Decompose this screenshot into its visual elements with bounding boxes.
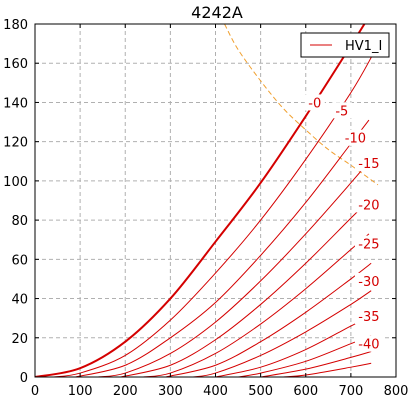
curve-label--30: -30 — [358, 275, 379, 290]
x-tick-label-600: 600 — [293, 384, 318, 399]
chart-title: 4242A — [191, 3, 243, 22]
curve-label-bg — [341, 129, 370, 146]
y-tick-label-0: 0 — [20, 371, 28, 386]
y-tick-label-60: 60 — [11, 253, 28, 268]
y-tick-label-180: 180 — [3, 18, 28, 33]
y-axis-ticks: 0 20 40 60 80 100 120 140 160 180 — [3, 18, 396, 386]
curve--35 — [192, 290, 372, 377]
x-tick-label-200: 200 — [113, 384, 138, 399]
curve--20 — [120, 200, 370, 377]
x-tick-label-500: 500 — [248, 384, 273, 399]
x-tick-label-800: 800 — [384, 384, 409, 399]
curve-label--20: -20 — [358, 198, 379, 213]
legend-entry: HV1_I — [345, 39, 382, 54]
curve-label--15: -15 — [358, 157, 379, 172]
curve--10 — [75, 119, 370, 377]
curve-label--0: -0 — [308, 96, 321, 111]
curve-label-bg — [354, 335, 383, 352]
curve--25 — [143, 233, 370, 377]
curve-label--35: -35 — [358, 310, 379, 325]
y-tick-label-40: 40 — [11, 293, 28, 308]
curve-label-bg — [331, 102, 352, 119]
x-tick-label-100: 100 — [68, 384, 93, 399]
curve-label--40: -40 — [358, 338, 379, 353]
y-tick-label-20: 20 — [11, 332, 28, 347]
curve-extra-11 — [283, 362, 372, 377]
curve-0 — [35, 24, 366, 377]
grid-lines — [35, 24, 396, 377]
y-tick-label-120: 120 — [3, 136, 28, 151]
curve--15 — [98, 160, 370, 377]
curve-label-bg — [354, 196, 383, 213]
plate-curves — [35, 24, 374, 377]
curve-label-bg — [354, 272, 383, 289]
curve-label-bg — [304, 94, 325, 111]
curve-label--10: -10 — [345, 132, 366, 147]
y-tick-label-160: 160 — [3, 57, 28, 72]
curve-label-bg — [354, 308, 383, 325]
y-tick-label-100: 100 — [3, 175, 28, 190]
x-axis-ticks: 0 100 200 300 400 500 600 700 800 — [31, 24, 409, 399]
x-tick-label-400: 400 — [203, 384, 228, 399]
legend: HV1_I — [300, 32, 390, 58]
curve-extra-10 — [260, 351, 372, 377]
x-tick-label-0: 0 — [31, 384, 39, 399]
x-tick-label-300: 300 — [158, 384, 183, 399]
curve-label-bg — [354, 155, 383, 172]
y-tick-label-140: 140 — [3, 96, 28, 111]
curve-label--5: -5 — [335, 104, 348, 119]
curve--30 — [165, 262, 372, 377]
curve-labels: -0 -5 -10 -15 -20 -25 -30 -35 -40 — [304, 94, 383, 353]
y-tick-label-80: 80 — [11, 214, 28, 229]
x-tick-label-700: 700 — [338, 384, 363, 399]
curve-label-bg — [354, 235, 383, 252]
curve-label--25: -25 — [358, 238, 379, 253]
